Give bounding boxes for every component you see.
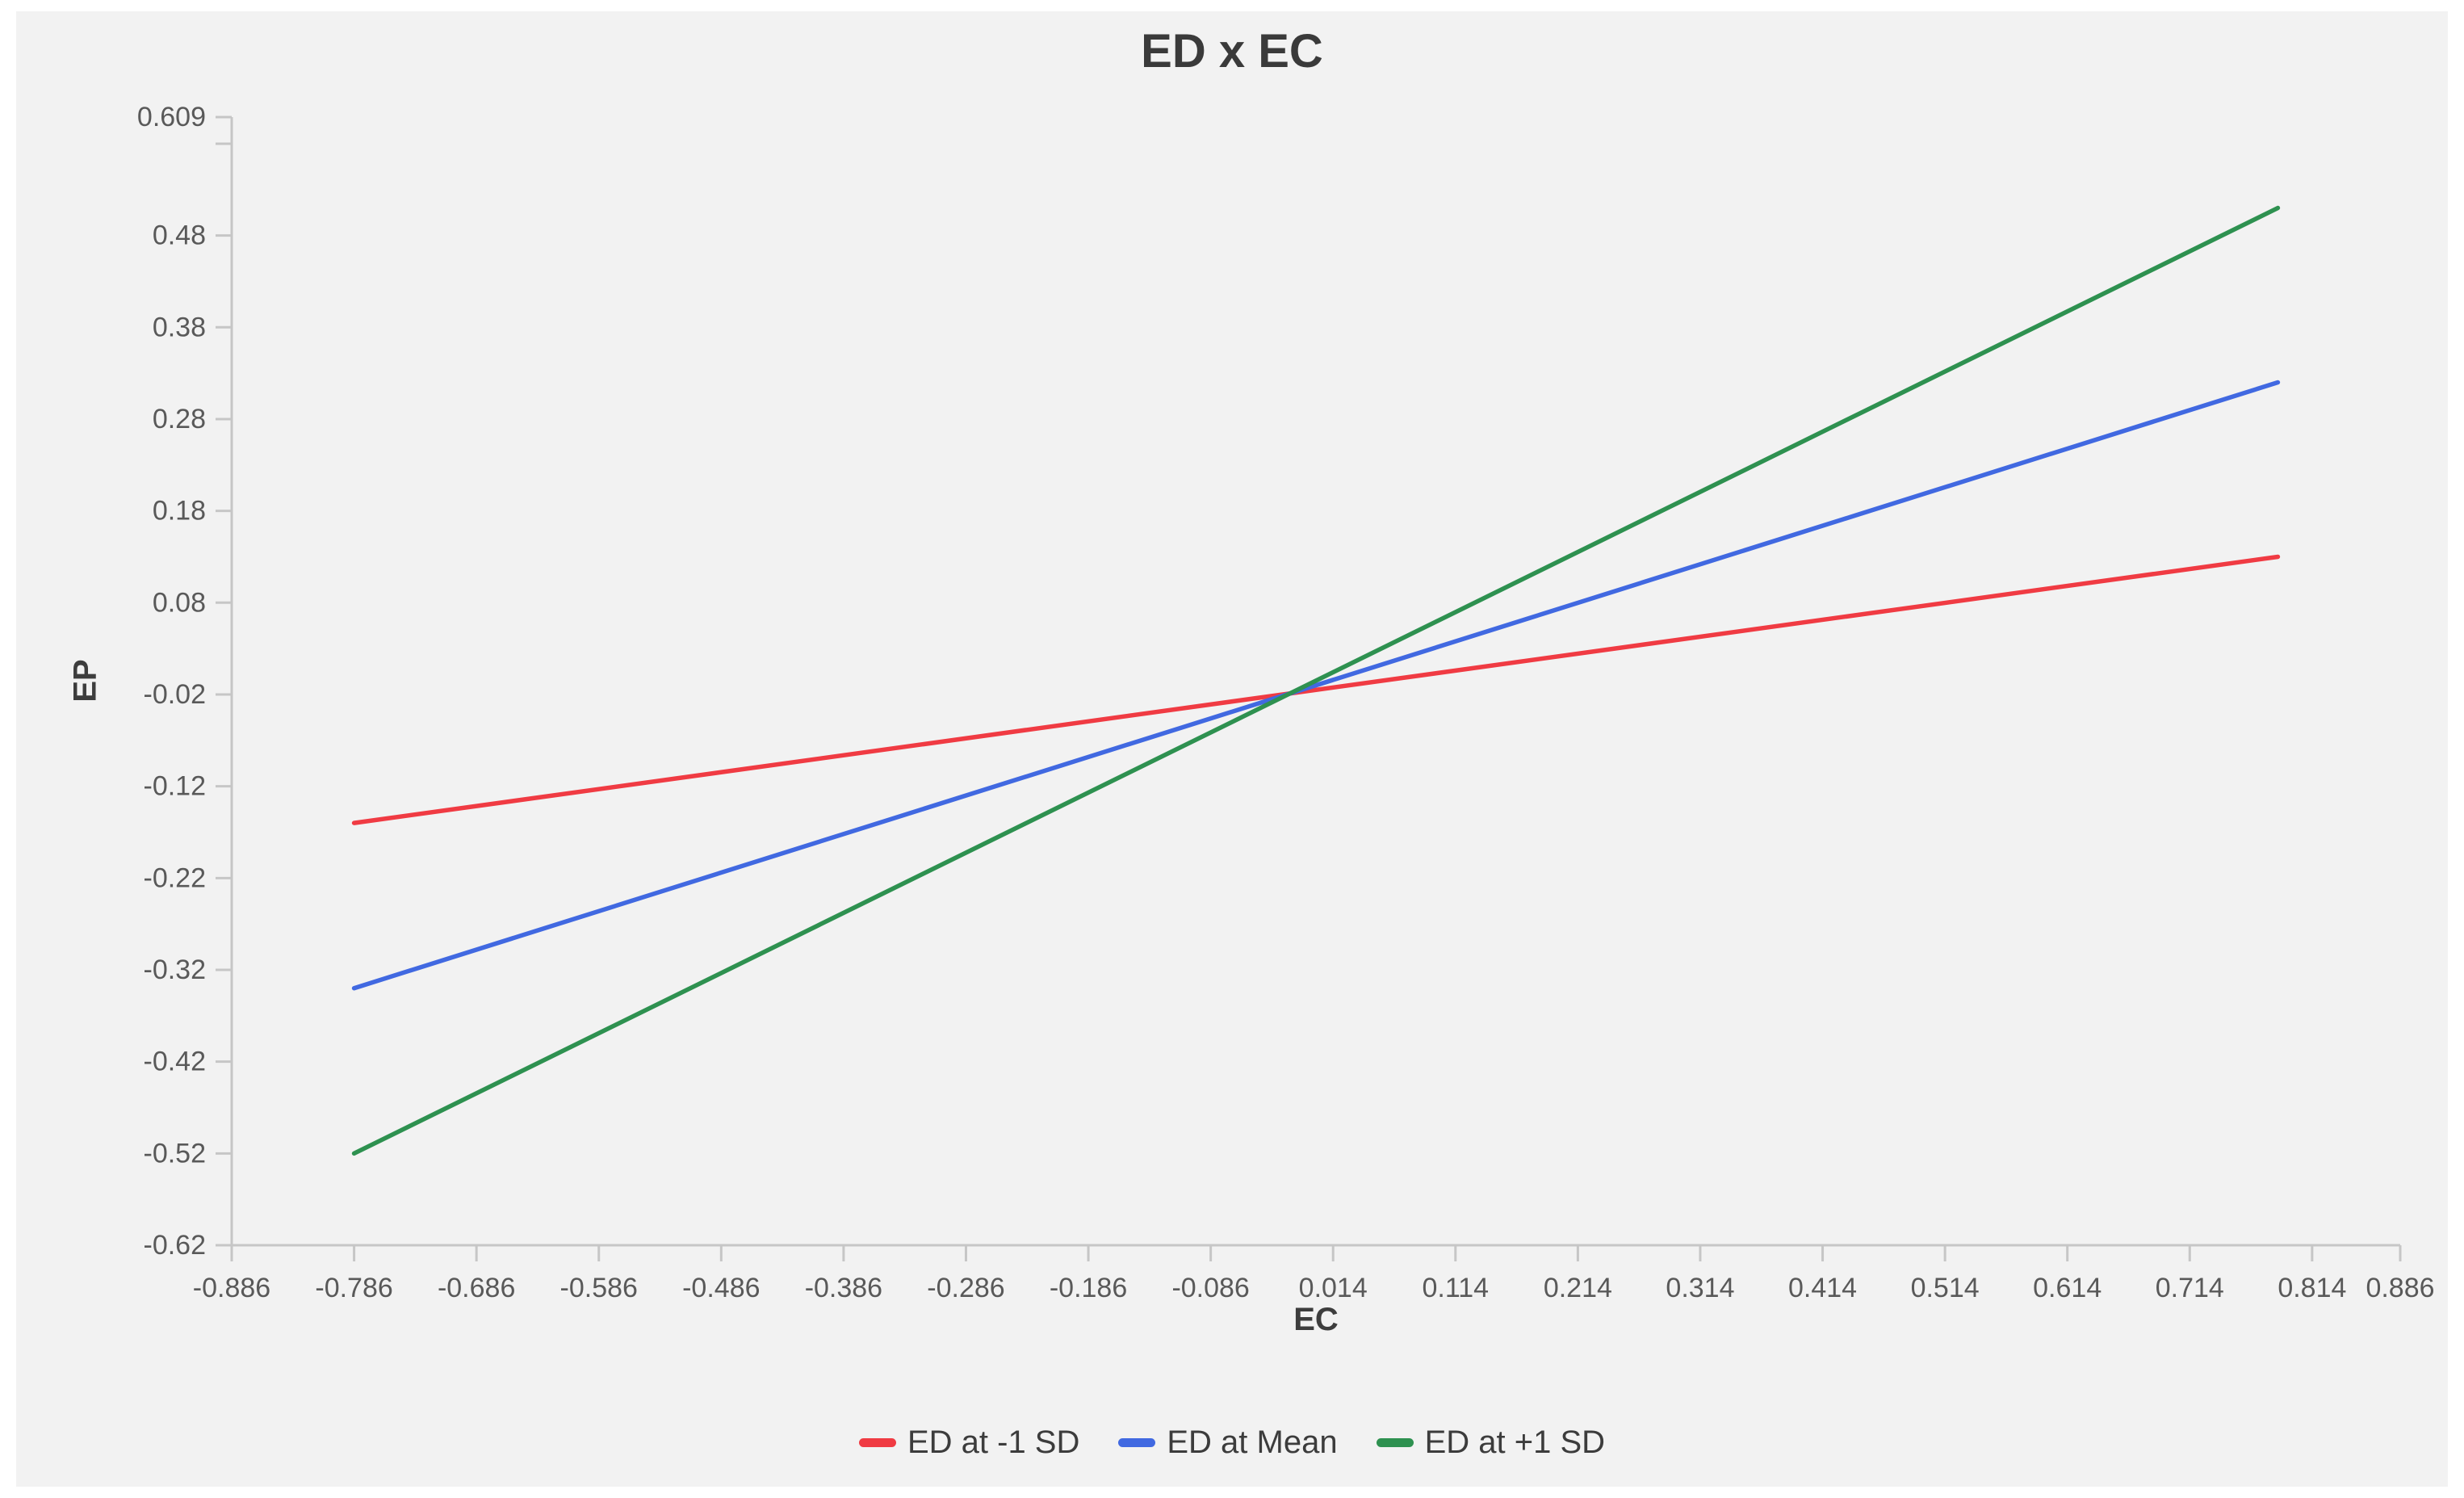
y-tick-label: 0.38 <box>153 312 206 342</box>
x-tick-label: 0.814 <box>2278 1273 2346 1303</box>
legend-label: ED at Mean <box>1167 1424 1338 1460</box>
legend-label: ED at +1 SD <box>1424 1424 1606 1460</box>
y-tick-label: -0.42 <box>144 1047 207 1077</box>
y-tick-label: 0.28 <box>153 404 206 434</box>
y-tick-label: -0.52 <box>144 1138 207 1169</box>
x-tick-label: -0.886 <box>193 1273 270 1303</box>
x-tick-label: -0.486 <box>682 1273 760 1303</box>
y-tick-label: -0.02 <box>144 679 207 710</box>
x-tick-label: 0.314 <box>1666 1273 1734 1303</box>
legend-swatch <box>1376 1437 1414 1447</box>
legend-swatch <box>1118 1437 1156 1447</box>
y-tick-label: -0.32 <box>144 955 207 985</box>
x-axis-title: EC <box>1293 1302 1339 1337</box>
series-line-ed-at-1-sd <box>351 205 2281 1156</box>
y-axis-title: EP <box>67 659 103 703</box>
x-tick-label: -0.786 <box>315 1273 392 1303</box>
y-tick-label: 0.08 <box>153 587 206 618</box>
x-tick-label: -0.086 <box>1171 1273 1249 1303</box>
x-tick-label: 0.886 <box>2366 1273 2434 1303</box>
x-tick-label: 0.414 <box>1788 1273 1857 1303</box>
chart-panel <box>16 11 2448 1487</box>
y-tick-label: -0.62 <box>144 1230 207 1261</box>
legend-swatch <box>858 1437 896 1447</box>
x-tick-label: 0.514 <box>1911 1273 1980 1303</box>
x-tick-label: -0.386 <box>805 1273 882 1303</box>
legend-item: ED at +1 SD <box>1376 1424 1606 1461</box>
x-tick-label: 0.714 <box>2156 1273 2224 1303</box>
x-tick-label: -0.286 <box>927 1273 1004 1303</box>
series-line-ed-at-1-sd <box>351 554 2281 825</box>
y-tick-label: -0.12 <box>144 771 207 802</box>
chart-title: ED x EC <box>1141 25 1323 78</box>
y-tick-label: 0.48 <box>153 220 206 251</box>
x-tick-label: 0.614 <box>2033 1273 2102 1303</box>
legend-item: ED at Mean <box>1118 1424 1338 1461</box>
x-tick-label: -0.586 <box>560 1273 638 1303</box>
x-tick-label: 0.014 <box>1299 1273 1368 1303</box>
x-tick-label: -0.186 <box>1050 1273 1127 1303</box>
x-tick-label: -0.686 <box>438 1273 515 1303</box>
x-tick-label: 0.114 <box>1423 1273 1490 1303</box>
y-tick-label: 0.18 <box>153 496 206 527</box>
y-tick-label: 0.609 <box>137 102 206 132</box>
legend-item: ED at -1 SD <box>858 1424 1080 1461</box>
legend-label: ED at -1 SD <box>907 1424 1080 1460</box>
x-tick-label: 0.214 <box>1544 1273 1612 1303</box>
y-tick-label: -0.22 <box>144 862 207 893</box>
series-line-ed-at-mean <box>351 380 2281 991</box>
legend: ED at -1 SD ED at Mean ED at +1 SD <box>0 1420 2464 1465</box>
